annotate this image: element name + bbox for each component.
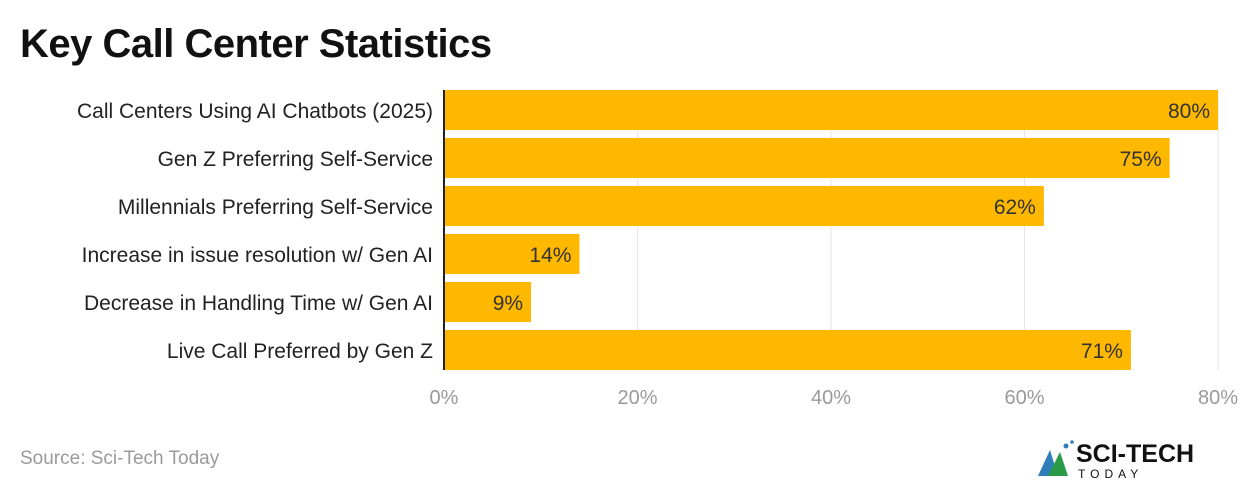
data-label: 71% [1081,340,1123,363]
x-tick-label: 0% [430,387,459,409]
svg-text:TODAY: TODAY [1078,467,1143,480]
svg-text:SCI-TECH: SCI-TECH [1076,440,1194,468]
bar [444,282,532,322]
x-tick-label: 60% [1004,387,1044,409]
bar [444,138,1170,178]
bar [444,186,1044,226]
bar [444,234,580,274]
chart-title: Key Call Center Statistics [20,22,492,66]
data-label: 14% [529,244,571,267]
category-label: Live Call Preferred by Gen Z [167,340,433,363]
bar [444,90,1218,130]
bar [444,330,1131,370]
category-label: Increase in issue resolution w/ Gen AI [82,244,433,267]
x-tick-label: 20% [617,387,657,409]
bar-chart: 0% 20% 40% 60% 80% Call Centers Using AI Chat… [77,90,1238,409]
category-label: Gen Z Preferring Self-Service [158,148,433,171]
data-label: 80% [1168,100,1210,123]
sci-tech-today-logo: SCI-TECH TODAY [1038,440,1194,480]
data-label: 62% [994,196,1036,219]
category-label: Call Centers Using AI Chatbots (2025) [77,100,433,123]
x-tick-label: 80% [1198,387,1238,409]
source-text: Source: Sci-Tech Today [20,448,220,469]
x-tick-label: 40% [811,387,851,409]
data-label: 75% [1120,148,1162,171]
category-label: Millennials Preferring Self-Service [118,196,433,219]
data-label: 9% [493,292,523,315]
category-label: Decrease in Handling Time w/ Gen AI [84,292,433,315]
